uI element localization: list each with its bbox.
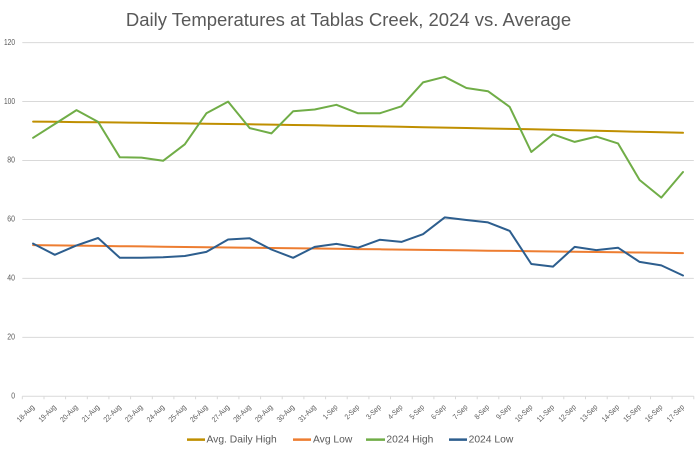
svg-text:0: 0	[11, 392, 15, 401]
svg-text:2024 High: 2024 High	[386, 434, 433, 445]
svg-text:Avg. Daily High: Avg. Daily High	[207, 434, 277, 445]
svg-text:60: 60	[7, 215, 15, 224]
svg-text:100: 100	[4, 97, 16, 106]
svg-text:20: 20	[7, 333, 15, 342]
svg-text:Daily Temperatures at Tablas C: Daily Temperatures at Tablas Creek, 2024…	[126, 9, 571, 30]
svg-text:120: 120	[4, 38, 16, 47]
svg-text:80: 80	[7, 156, 15, 165]
svg-text:40: 40	[7, 274, 15, 283]
svg-text:Avg Low: Avg Low	[313, 434, 353, 445]
svg-text:2024 Low: 2024 Low	[469, 434, 514, 445]
